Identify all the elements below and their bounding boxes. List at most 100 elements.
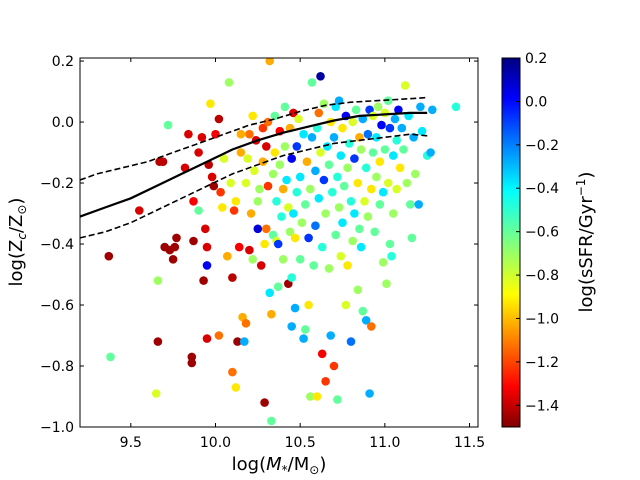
colorbar-tick-label: 0.2 xyxy=(525,51,547,67)
scatter-point xyxy=(287,273,297,282)
scatter-point xyxy=(241,319,251,328)
scatter-point xyxy=(258,157,268,166)
scatter-point xyxy=(214,331,224,340)
scatter-point xyxy=(361,163,371,173)
scatter-point xyxy=(316,148,325,157)
scatter-point xyxy=(414,200,424,209)
scatter-point xyxy=(304,300,313,310)
scatter-point xyxy=(280,102,290,112)
scatter-point xyxy=(214,114,224,124)
scatter-point xyxy=(268,169,278,179)
scatter-point xyxy=(299,129,308,139)
scatter-point xyxy=(346,197,356,206)
colorbar-label: log(sSFR/Gyr−1) xyxy=(574,172,597,313)
y-tick-label: −0.2 xyxy=(40,176,74,192)
scatter-point xyxy=(400,81,410,90)
scatter-point xyxy=(319,175,329,185)
scatter-point xyxy=(228,273,237,282)
scatter-point xyxy=(329,133,339,142)
scatter-point xyxy=(356,145,366,154)
scatter-point xyxy=(218,203,227,212)
scatter-point xyxy=(348,236,358,246)
scatter-point xyxy=(236,148,246,157)
scatter-point xyxy=(321,377,330,386)
scatter-point xyxy=(301,200,310,209)
scatter-point xyxy=(389,209,398,218)
scatter-point xyxy=(219,154,229,163)
scatter-point xyxy=(312,392,322,401)
scatter-point xyxy=(263,181,273,191)
scatter-point xyxy=(234,242,244,252)
scatter-point xyxy=(275,160,285,169)
scatter-point xyxy=(307,78,317,87)
scatter-point xyxy=(389,151,398,160)
scatter-point xyxy=(416,102,425,112)
scatter-point xyxy=(351,105,361,115)
scatter-point xyxy=(189,197,198,206)
scatter-point xyxy=(106,352,115,362)
scatter-point xyxy=(392,136,402,145)
scatter-point xyxy=(377,120,386,130)
scatter-point xyxy=(317,349,327,359)
scatter-point xyxy=(163,120,173,130)
scatter-point xyxy=(245,245,254,255)
scatter-point xyxy=(307,133,317,142)
scatter-point xyxy=(297,218,307,227)
scatter-point xyxy=(316,72,325,81)
scatter-point xyxy=(104,251,114,261)
scatter-point xyxy=(378,187,388,197)
scatter-point xyxy=(402,178,412,188)
scatter-point xyxy=(353,285,363,295)
scatter-points xyxy=(104,58,461,426)
x-axis-ticks: 9.5 10.0 10.5 11.0 11.5 xyxy=(120,58,485,451)
scatter-point xyxy=(317,242,327,252)
scatter-point xyxy=(301,325,310,334)
colorbar-tick-label: −0.8 xyxy=(525,268,559,284)
colorbar-tick-label: 0.0 xyxy=(525,94,547,110)
scatter-point xyxy=(338,218,347,227)
scatter-point xyxy=(426,148,435,157)
scatter-point xyxy=(314,108,324,118)
scatter-point xyxy=(202,261,212,270)
scatter-point xyxy=(273,282,283,292)
scatter-point xyxy=(287,322,297,331)
scatter-point xyxy=(151,389,161,398)
scatter-point xyxy=(262,224,271,234)
scatter-point xyxy=(280,142,290,151)
scatter-point xyxy=(292,187,302,197)
scatter-point xyxy=(324,160,334,169)
scatter-point xyxy=(253,224,263,234)
scatter-point xyxy=(273,239,283,249)
trend-lines xyxy=(80,96,428,239)
plot-area: 9.5 10.0 10.5 11.0 11.5 −1.0 −0.8 −0.6 −0.4 −0.2… xyxy=(40,54,485,451)
scatter-point xyxy=(170,242,180,252)
scatter-point xyxy=(336,251,346,261)
scatter-point xyxy=(367,184,376,194)
scatter-point xyxy=(348,117,358,127)
scatter-point xyxy=(187,352,197,362)
scatter-point xyxy=(350,209,359,218)
scatter-point xyxy=(282,175,291,185)
y-tick-label: −0.6 xyxy=(40,298,74,314)
scatter-point xyxy=(258,123,268,133)
scatter-point xyxy=(241,178,251,188)
scatter-point xyxy=(216,187,225,197)
scatter-point xyxy=(231,197,241,206)
scatter-point xyxy=(267,309,276,319)
scatter-point xyxy=(338,123,347,133)
scatter-point xyxy=(228,367,237,377)
scatter-point xyxy=(229,206,239,215)
scatter-point xyxy=(302,157,312,166)
scatter-point xyxy=(158,157,168,166)
scatter-point xyxy=(260,398,269,407)
scatter-point xyxy=(363,129,373,139)
scatter-point xyxy=(231,383,241,392)
scatter-point xyxy=(380,108,390,118)
scatter-point xyxy=(394,105,403,115)
x-tick-label: 9.5 xyxy=(120,435,142,451)
scatter-point xyxy=(184,129,193,139)
scatter-point xyxy=(329,361,339,371)
scatter-point xyxy=(353,178,363,188)
y-tick-label: 0.2 xyxy=(52,54,74,70)
